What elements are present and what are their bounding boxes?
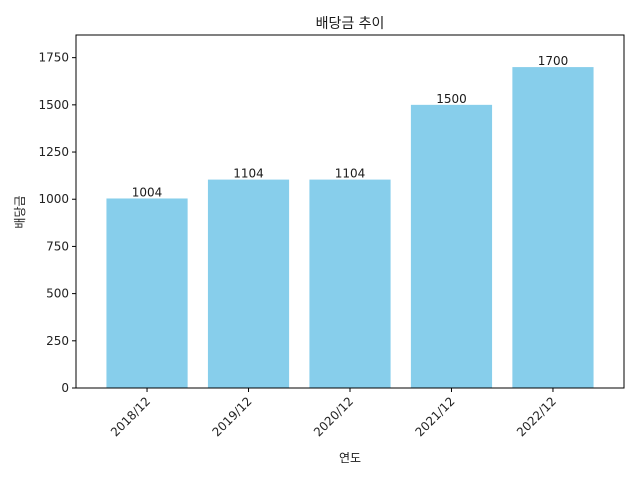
plot-frame: [75, 34, 625, 389]
bar: [512, 67, 594, 388]
bar: [410, 104, 493, 389]
bars-group: [106, 67, 594, 389]
x-tick-label: 2020/12: [311, 394, 356, 439]
y-tick-label: 1250: [38, 145, 69, 159]
bar-value-label: 1104: [233, 167, 264, 181]
y-tick-label: 0: [61, 381, 69, 395]
bar-value-label: 1004: [132, 185, 163, 199]
y-axis: 0 250 500 750 1000 1250 1500 1750: [38, 51, 76, 395]
x-axis: 2018/12 2019/12 2020/12 2021/12 2022/12: [108, 388, 559, 439]
y-tick-label: 750: [46, 239, 69, 253]
y-tick-label: 1750: [38, 51, 69, 65]
y-tick-label: 1000: [38, 192, 69, 206]
bar-labels-group: 1004 1104 1104 1500 1700: [132, 54, 568, 199]
chart-title: 배당금 추이: [316, 16, 385, 32]
x-tick-label: 2022/12: [514, 394, 559, 439]
bar-value-label: 1500: [436, 92, 467, 106]
bar-value-label: 1700: [538, 54, 569, 68]
bar: [309, 179, 391, 388]
y-axis-label: 배당금: [13, 195, 27, 228]
y-tick-label: 1500: [38, 98, 69, 112]
y-tick-label: 500: [46, 287, 69, 301]
x-axis-label: 연도: [339, 451, 361, 465]
bar: [207, 179, 290, 388]
x-tick-label: 2019/12: [209, 394, 254, 439]
bar-value-label: 1104: [335, 167, 366, 181]
x-tick-label: 2018/12: [108, 394, 153, 439]
x-tick-label: 2021/12: [412, 394, 457, 439]
bar: [106, 198, 188, 388]
y-tick-label: 250: [46, 334, 69, 348]
